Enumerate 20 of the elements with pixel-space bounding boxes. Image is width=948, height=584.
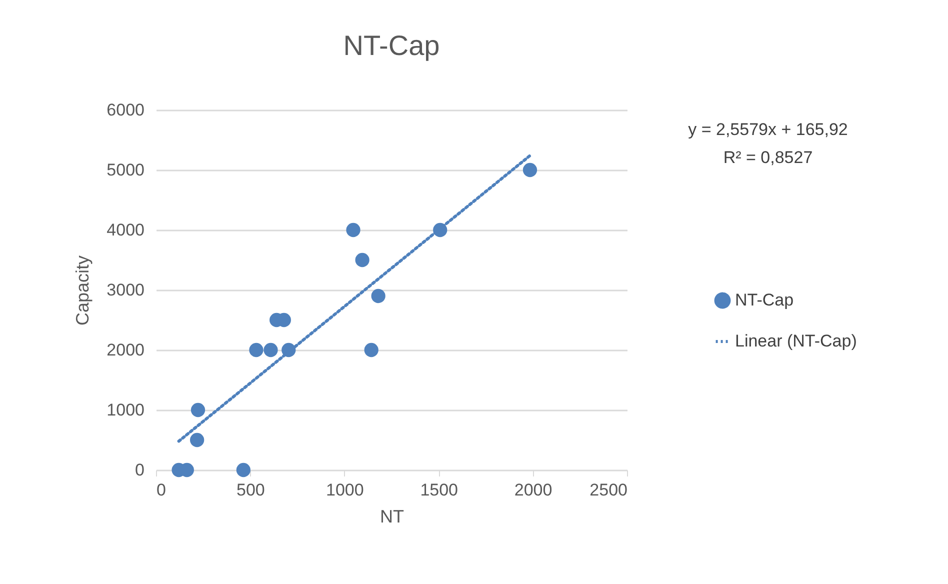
y-tick-label: 4000 — [106, 220, 144, 240]
y-tick-label: 5000 — [106, 160, 144, 180]
y-tick-label: 6000 — [106, 100, 144, 120]
chart-title: NT-Cap — [343, 30, 440, 61]
x-tick-label: 500 — [236, 480, 265, 500]
y-tick-label: 1000 — [106, 400, 144, 420]
x-tick-label: 0 — [156, 480, 166, 500]
y-axis-title: Capacity — [72, 255, 93, 326]
legend-label: Linear (NT-Cap) — [735, 332, 857, 350]
y-tick-label: 2000 — [106, 340, 144, 360]
x-tick-label: 1500 — [420, 480, 458, 500]
y-tick-label: 0 — [135, 460, 144, 480]
legend-label: NT-Cap — [735, 290, 794, 310]
text: R² = 0,8527 — [722, 148, 814, 168]
x-tick-label: 1000 — [326, 480, 364, 500]
x-axis-title: NT — [380, 506, 404, 526]
y-tick-label: 3000 — [106, 280, 144, 300]
x-tick-label: 2500 — [590, 480, 628, 500]
text: y = 2,5579x + 165,92 — [687, 120, 849, 140]
x-tick-label: 2000 — [514, 480, 552, 500]
